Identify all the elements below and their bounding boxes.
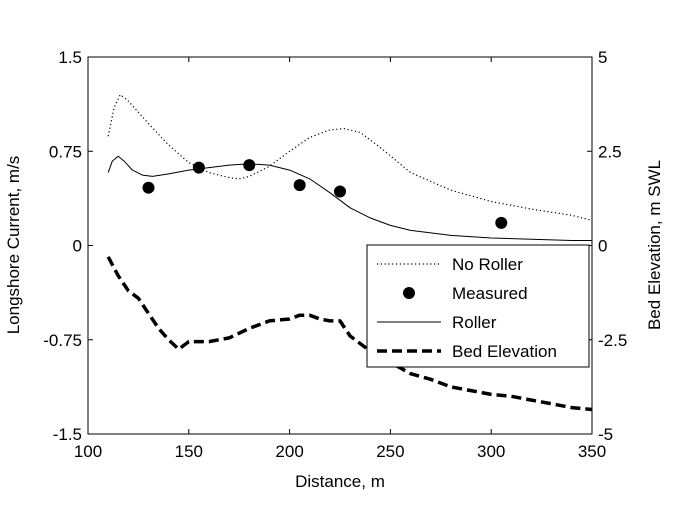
y2-tick-label: 5 xyxy=(598,48,607,67)
series-roller-line xyxy=(107,155,592,241)
y2-tick-label: -2.5 xyxy=(598,331,627,350)
y-tick-label: -1.5 xyxy=(53,425,82,444)
series-measured-point xyxy=(192,161,205,174)
series-measured-point xyxy=(293,179,306,192)
x-tick-label: 250 xyxy=(376,442,404,461)
x-tick-label: 150 xyxy=(175,442,203,461)
legend-label-measured: Measured xyxy=(452,284,528,303)
legend-label-no-roller: No Roller xyxy=(452,255,523,274)
series-layer xyxy=(106,94,593,412)
x-tick-label: 300 xyxy=(477,442,505,461)
legend-box xyxy=(366,244,590,368)
series-measured-point xyxy=(243,159,256,172)
y2-tick-label: 2.5 xyxy=(598,142,622,161)
y-tick-label: 1.5 xyxy=(58,48,82,67)
x-tick-label: 100 xyxy=(74,442,102,461)
series-bed-elevation-line xyxy=(106,255,593,412)
x-axis-label: Distance, m xyxy=(295,472,385,491)
legend-swatch-measured xyxy=(403,287,415,299)
series-measured-point xyxy=(334,185,346,198)
x-tick-label: 350 xyxy=(578,442,606,461)
y-axis-left: -1.5 -0.75 0 0.75 1.5 xyxy=(43,48,93,444)
x-tick-label: 200 xyxy=(275,442,303,461)
y2-tick-label: 0 xyxy=(598,237,607,256)
legend-label-roller: Roller xyxy=(452,313,497,332)
series-measured-point xyxy=(495,216,508,229)
y-axis-left-label: Longshore Current, m/s xyxy=(4,156,23,335)
y-tick-label: 0 xyxy=(73,237,82,256)
x-axis: 100 150 200 250 300 350 xyxy=(74,57,606,461)
y-axis-right-label: Bed Elevation, m SWL xyxy=(645,160,664,330)
legend: No Roller Measured Roller Bed Elevation xyxy=(366,244,590,368)
legend-label-bed-elevation: Bed Elevation xyxy=(452,342,557,361)
series-measured-point xyxy=(142,181,155,194)
y-tick-label: -0.75 xyxy=(43,331,82,350)
y-axis-right: -5 -2.5 0 2.5 5 xyxy=(587,48,627,444)
y2-tick-label: -5 xyxy=(598,425,613,444)
y-tick-label: 0.75 xyxy=(49,142,82,161)
